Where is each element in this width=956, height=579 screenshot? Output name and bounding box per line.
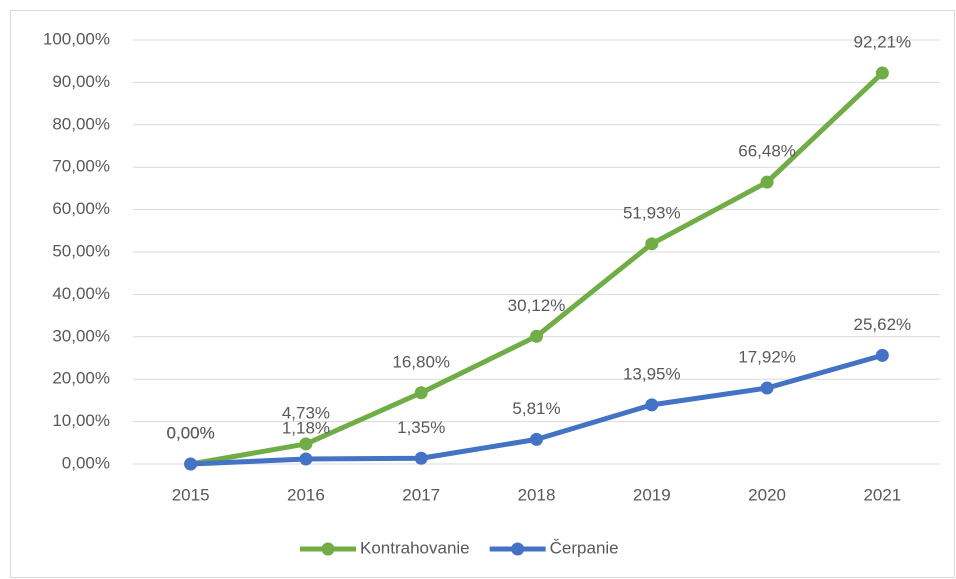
point — [530, 432, 543, 446]
x-tick-label: 2016 — [287, 485, 325, 504]
y-tick-label: 0,00% — [62, 453, 110, 472]
y-tick-label: 80,00% — [52, 114, 110, 133]
point — [645, 398, 659, 412]
point — [875, 348, 889, 362]
y-tick-label: 10,00% — [52, 411, 110, 430]
point — [645, 237, 659, 251]
y-tick-label: 60,00% — [52, 199, 110, 218]
point — [414, 386, 428, 400]
x-tick-label: 2018 — [518, 485, 556, 504]
data-label: 66,48% — [738, 142, 796, 161]
x-tick-label: 2021 — [863, 485, 901, 504]
y-tick-label: 30,00% — [52, 326, 110, 345]
y-tick-label: 50,00% — [52, 241, 110, 260]
y-tick-label: 20,00% — [52, 369, 110, 388]
point — [760, 175, 774, 189]
legend-marker — [511, 542, 525, 556]
point — [760, 381, 774, 395]
y-tick-label: 40,00% — [52, 284, 110, 303]
x-tick-label: 2017 — [402, 485, 440, 504]
data-label: 5,81% — [512, 399, 560, 418]
point — [875, 66, 889, 80]
point — [414, 451, 428, 465]
data-label: 0,00% — [167, 423, 215, 442]
point — [530, 329, 543, 343]
x-tick-label: 2019 — [633, 485, 671, 504]
y-tick-label: 90,00% — [52, 72, 110, 91]
data-label: 4,73% — [282, 403, 330, 422]
data-label: 16,80% — [392, 352, 450, 371]
data-label: 17,92% — [738, 348, 796, 367]
data-label: 0,00% — [167, 423, 215, 442]
legend-label: Kontrahovanie — [360, 538, 470, 557]
data-label: 30,12% — [508, 296, 566, 315]
data-label: 13,95% — [623, 364, 681, 383]
x-tick-label: 2015 — [172, 485, 210, 504]
point — [299, 437, 313, 451]
data-label: 51,93% — [623, 203, 681, 222]
legend-label: Čerpanie — [550, 538, 619, 557]
x-tick-label: 2020 — [748, 485, 786, 504]
legend-marker — [321, 542, 335, 556]
data-label: 92,21% — [854, 33, 912, 52]
data-label: 1,35% — [397, 418, 445, 437]
point — [184, 457, 198, 471]
data-label: 1,18% — [282, 418, 330, 437]
y-tick-label: 70,00% — [52, 157, 110, 176]
point — [299, 452, 313, 466]
data-label: 25,62% — [854, 315, 912, 334]
y-tick-label: 100,00% — [43, 29, 110, 48]
